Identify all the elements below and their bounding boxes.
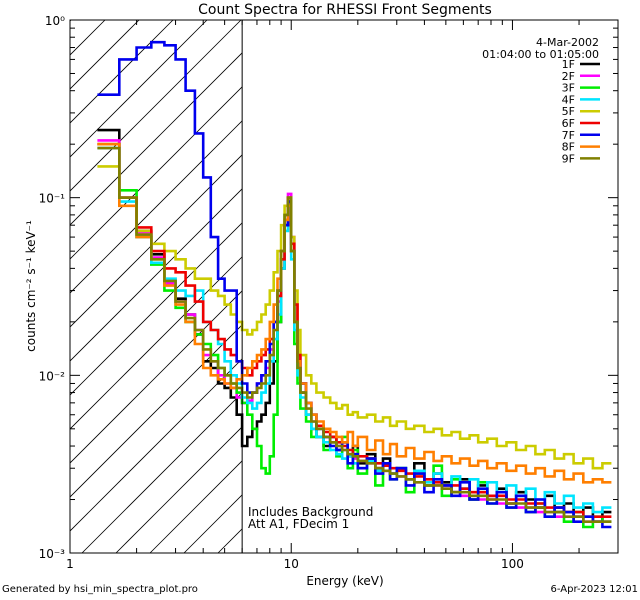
- legend-label-3F: 3F: [562, 82, 575, 95]
- y-tick-label: 10⁰: [45, 14, 65, 28]
- footer-generated-by: Generated by hsi_min_spectra_plot.pro: [2, 584, 198, 595]
- hatch-line: [70, 20, 174, 124]
- annotation-attenuator: Att A1, FDecim 1: [248, 517, 349, 531]
- series-9F: [97, 146, 612, 523]
- legend-label-6F: 6F: [562, 117, 575, 130]
- plot-frame: [69, 19, 619, 554]
- series-5F: [97, 165, 612, 470]
- hatch-mask: [242, 20, 618, 553]
- footer-timestamp: 6-Apr-2023 12:01: [550, 584, 638, 595]
- x-axis-label: Energy (keV): [306, 574, 383, 588]
- hatch-line: [70, 20, 106, 56]
- legend-label-9F: 9F: [562, 152, 575, 165]
- y-tick-label: 10⁻¹: [39, 192, 66, 206]
- hatch-line: [70, 20, 276, 226]
- shaded-excluded-region: [0, 20, 618, 553]
- x-tick-label: 10: [284, 557, 299, 571]
- series-1F: [97, 128, 612, 523]
- hatch-line: [70, 20, 242, 192]
- y-tick-label: 10⁻³: [39, 547, 66, 561]
- hatch-line: [0, 20, 3, 553]
- legend-time-range: 01:04:00 to 01:05:00: [482, 48, 599, 61]
- x-tick-label: 100: [501, 557, 524, 571]
- legend-label-1F: 1F: [562, 58, 575, 71]
- series-lines: [97, 40, 612, 529]
- x-tick-label: 1: [66, 557, 74, 571]
- hatch-line: [70, 20, 310, 260]
- y-tick-label: 10⁻²: [39, 369, 66, 383]
- legend-label-2F: 2F: [562, 70, 575, 83]
- series-8F: [97, 142, 612, 484]
- hatch-line: [70, 20, 208, 158]
- annotation-background: Includes Background: [248, 505, 373, 519]
- legend-label-7F: 7F: [562, 129, 575, 142]
- legend-date: 4-Mar-2002: [536, 36, 599, 49]
- legend-label-8F: 8F: [562, 141, 575, 154]
- legend-label-4F: 4F: [562, 93, 575, 106]
- legend-label-5F: 5F: [562, 105, 575, 118]
- y-axis-label: counts cm⁻² s⁻¹ keV⁻¹: [24, 220, 38, 352]
- chart-title: Count Spectra for RHESSI Front Segments: [198, 2, 492, 18]
- axes: 1 10 100 10⁰ 10⁻¹ 10⁻² 10⁻³: [39, 14, 619, 571]
